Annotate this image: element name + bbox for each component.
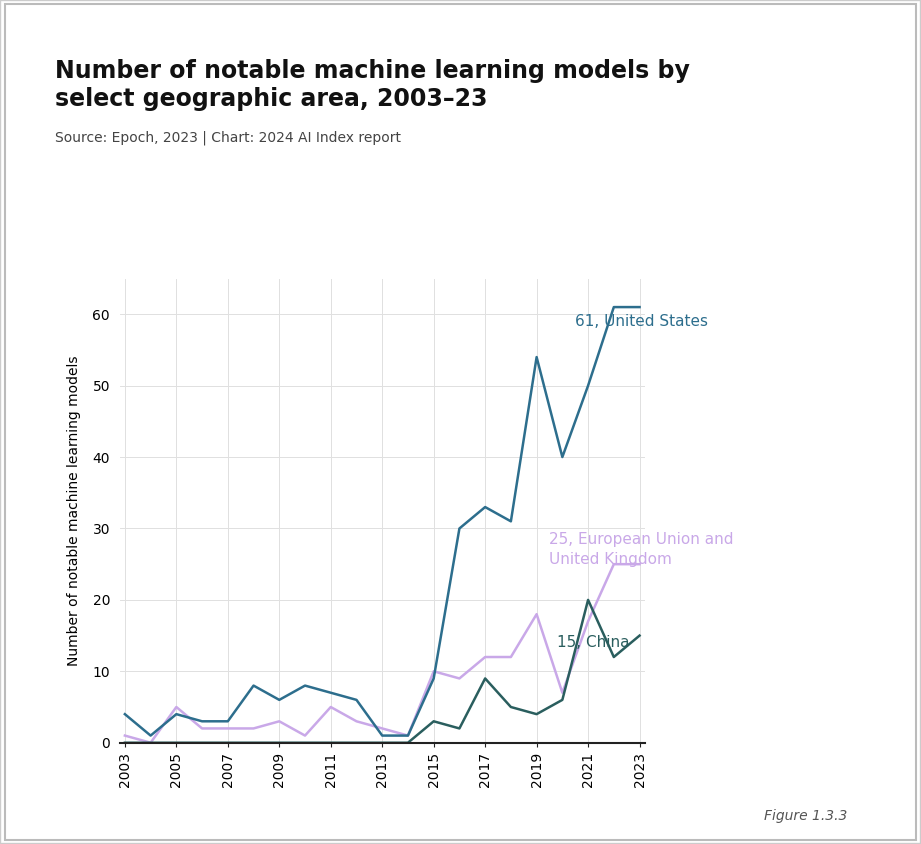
Text: Source: Epoch, 2023 | Chart: 2024 AI Index report: Source: Epoch, 2023 | Chart: 2024 AI Ind… [55,131,402,145]
Text: 25, European Union and
United Kingdom: 25, European Union and United Kingdom [550,533,734,567]
Text: 15, China: 15, China [557,636,630,650]
Text: 61, United States: 61, United States [576,314,708,329]
Text: Number of notable machine learning models by
select geographic area, 2003–23: Number of notable machine learning model… [55,59,690,111]
Y-axis label: Number of notable machine learning models: Number of notable machine learning model… [67,355,81,666]
Text: Figure 1.3.3: Figure 1.3.3 [764,809,847,823]
